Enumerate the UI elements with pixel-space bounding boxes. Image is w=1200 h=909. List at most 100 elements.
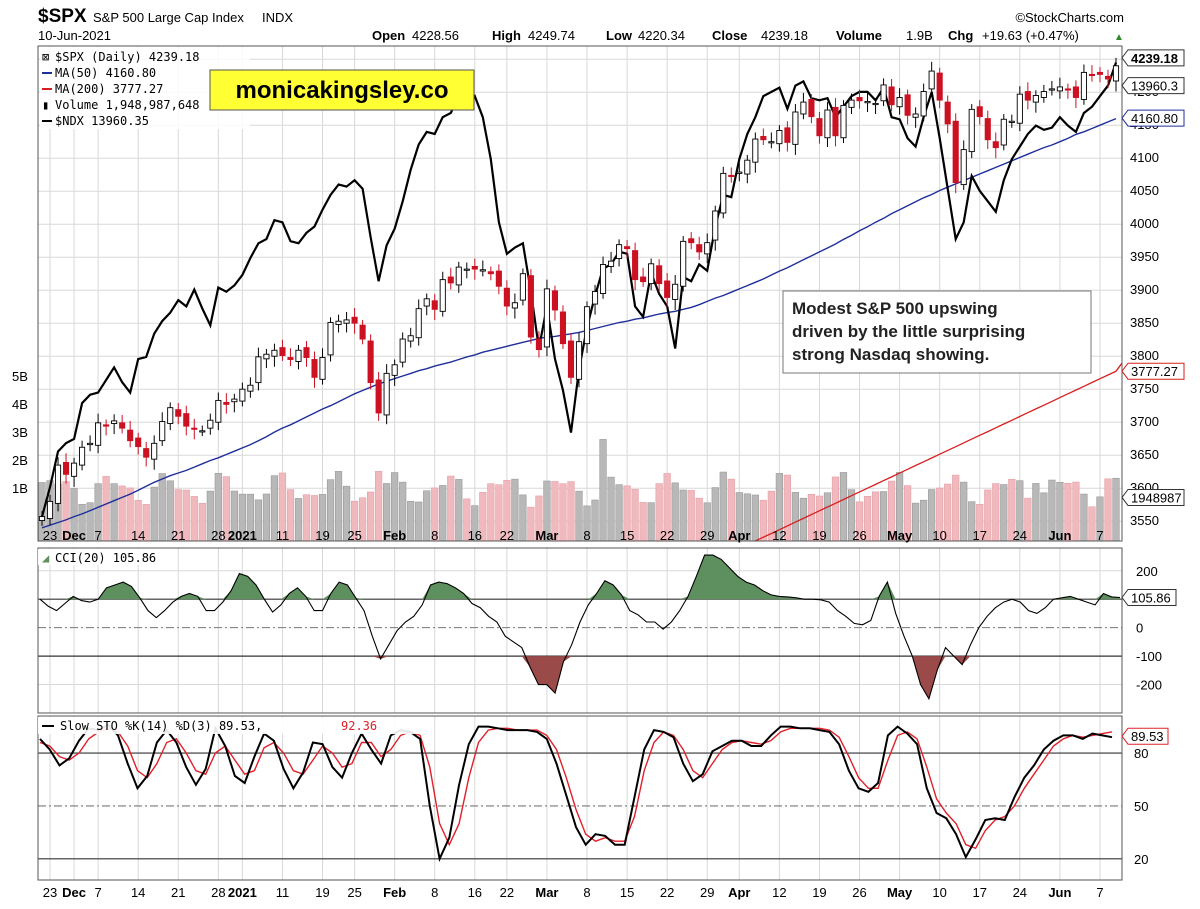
candle-body [776, 130, 783, 145]
volume-bar [110, 483, 118, 542]
volume-bar [1072, 481, 1080, 542]
x-tick-label: 25 [347, 885, 361, 900]
candle-body [551, 290, 559, 311]
candle-body [375, 379, 382, 414]
candle-body [1016, 93, 1023, 124]
watermark-box: monicakingsley.co [209, 69, 475, 111]
candle-body [872, 102, 879, 106]
volume-value: 1.9B [906, 28, 933, 43]
candle-body [303, 347, 310, 358]
x-tick-label: 26 [852, 885, 866, 900]
high-label: High [492, 28, 521, 43]
cci-line [39, 554, 1121, 701]
volume-bar [447, 475, 455, 542]
brand-label[interactable]: ©StockCharts.com [1015, 10, 1124, 25]
volume-bar [607, 476, 615, 542]
x-tick-label: 7 [1096, 528, 1103, 543]
candle-body [888, 86, 895, 106]
candle-body [487, 271, 494, 275]
volume-tick-label: 2B [12, 453, 28, 468]
annotation-line-2: driven by the little surprising [792, 322, 1025, 341]
volume-bar [992, 483, 1000, 542]
candle-body [415, 308, 422, 339]
legend-volume: Volume 1,948,987,648 [55, 98, 200, 112]
candle-body [111, 420, 118, 424]
value-tag-text: 3777.27 [1131, 364, 1178, 379]
candle-body [632, 250, 639, 281]
volume-bar [759, 499, 767, 542]
close-value: 4239.18 [761, 28, 808, 43]
candle-body [656, 265, 663, 285]
candle-body [952, 120, 959, 184]
candle-body [351, 316, 358, 324]
cci-panel: 200 0 -100 -200 105.86 [37, 547, 1177, 714]
candle-body [824, 109, 831, 139]
candle-body [319, 357, 326, 380]
candle-body [87, 442, 94, 446]
price-tick-label: 3700 [1130, 414, 1159, 429]
sto-tick-label: 80 [1134, 746, 1148, 761]
volume-bar [415, 501, 423, 542]
candle-body [479, 269, 486, 272]
candle-body [79, 446, 86, 466]
cci-frame [37, 547, 1123, 714]
volume-bar [487, 483, 495, 542]
candle-body [159, 421, 166, 442]
x-tick-label: 12 [772, 528, 786, 543]
candle-body [712, 210, 719, 241]
candle-body [54, 464, 62, 504]
candle-body [624, 246, 631, 250]
candle-body [399, 338, 406, 363]
value-tag [1121, 49, 1185, 67]
price-right-label: 3777.27 [1121, 362, 1185, 380]
x-tick-label: Feb [383, 528, 406, 543]
volume-bar [591, 499, 599, 542]
candle-body [311, 359, 318, 378]
sto-d-label: 92.36 [341, 719, 377, 733]
volume-bar [831, 476, 840, 542]
volume-bar [639, 502, 647, 542]
x-tick-label: 29 [700, 885, 714, 900]
candle-body [103, 424, 110, 427]
candle-body [1024, 91, 1031, 101]
x-axis: 23 Dec 7 14 21 28 2021 11 19 25 Feb 8 16 22 Mar 8 15 22 29… [43, 528, 1104, 900]
candle-body [183, 413, 190, 427]
annotation-line-1: Modest S&P 500 upswing [792, 299, 998, 318]
volume-tick-label: 4B [12, 397, 28, 412]
candle-body [968, 108, 975, 153]
candle-body [920, 91, 927, 117]
cci-tick-label: 200 [1136, 564, 1158, 579]
volume-bar [198, 503, 206, 542]
volume-bar [559, 483, 567, 542]
candle-body [231, 398, 238, 403]
candle-body [928, 70, 935, 90]
x-tick-label: 16 [468, 528, 482, 543]
volume-bar [791, 492, 800, 542]
sto-k-line [39, 723, 1113, 863]
cci-legend-icon: ◢ [42, 551, 50, 565]
candle-body [327, 322, 334, 356]
value-tag-text: 4239.18 [1131, 51, 1178, 66]
volume-bar [1000, 484, 1008, 542]
candle-body [463, 268, 470, 271]
candle-body [904, 94, 911, 116]
x-tick-label: 19 [315, 528, 329, 543]
candle-body [840, 104, 847, 139]
price-tick-label: 3950 [1130, 249, 1159, 264]
x-tick-label: 17 [973, 528, 987, 543]
x-tick-label: 19 [812, 885, 826, 900]
x-tick-label: 26 [852, 528, 866, 543]
candle-body [608, 260, 615, 267]
ma200-line [755, 362, 1123, 542]
cci-value-tag: 105.86 [1121, 589, 1177, 606]
candle-body [287, 357, 294, 360]
close-label: Close [712, 28, 747, 43]
candle-body [672, 283, 679, 300]
volume-bar [719, 471, 727, 542]
candle-body [263, 353, 270, 360]
cci-tick-label: -100 [1136, 649, 1162, 664]
price-right-label: 13960.3 [1121, 77, 1185, 95]
x-tick-label: Mar [535, 528, 558, 543]
x-tick-label: 7 [1096, 885, 1103, 900]
candle-body [127, 429, 134, 442]
